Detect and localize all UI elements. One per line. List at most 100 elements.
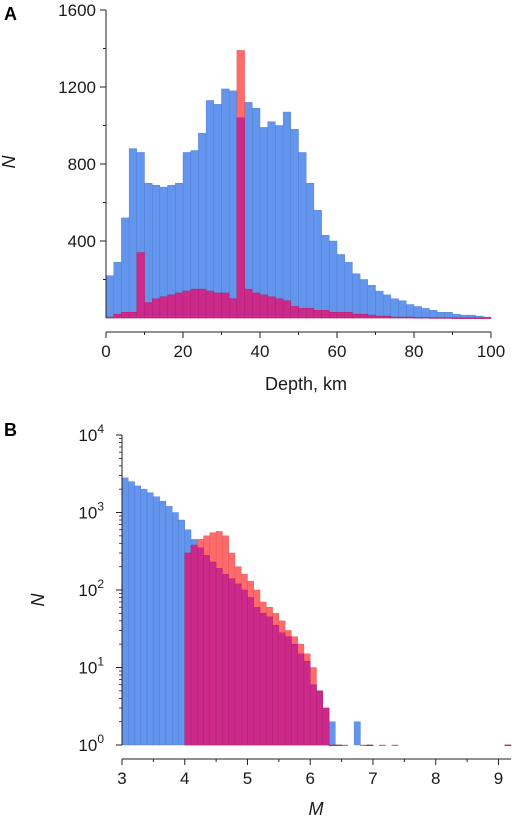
x-tick-label: 5: [243, 769, 252, 788]
bar-overlap: [504, 744, 512, 747]
bar-overlap: [316, 690, 323, 746]
panel-b-axes: 3 4 5 6 7 8 9 100 101 102 103 104: [78, 422, 511, 788]
bar-series-1: [436, 312, 446, 319]
bar-series-1: [259, 127, 268, 319]
bar-overlap: [398, 316, 407, 319]
bar-series-1: [344, 261, 353, 319]
bar-series-1: [313, 209, 322, 319]
bar-overlap: [190, 288, 199, 319]
bar-series-1: [282, 111, 292, 319]
bar-overlap: [190, 544, 198, 746]
bar-overlap: [467, 317, 476, 319]
bar-overlap: [236, 117, 245, 319]
bar-series-1: [146, 492, 154, 746]
bar-overlap: [184, 552, 192, 746]
bar-series-1: [213, 104, 222, 319]
y-tick-label: 104: [78, 422, 104, 445]
bar-overlap: [406, 316, 415, 319]
bar-series-2: [391, 744, 399, 747]
bar-series-1: [460, 314, 469, 319]
bar-series-1: [306, 183, 315, 319]
bar-overlap: [421, 317, 430, 319]
bar-series-1: [121, 477, 129, 746]
x-tick-label: 40: [251, 342, 270, 361]
panel-a-series-1-bars: [105, 88, 492, 319]
bar-overlap: [259, 613, 267, 746]
bar-overlap: [278, 632, 286, 746]
bar-series-1: [452, 313, 461, 319]
bar-series-1: [406, 304, 415, 319]
bar-series-1: [128, 148, 138, 319]
bar-series-1: [144, 183, 153, 319]
bar-series-2: [360, 744, 367, 747]
bar-overlap: [113, 313, 122, 319]
bar-series-1: [205, 100, 215, 319]
bar-overlap: [366, 744, 374, 747]
bar-series-1: [390, 298, 399, 319]
bar-overlap: [136, 252, 145, 319]
bar-series-1: [267, 121, 276, 319]
bar-overlap: [313, 310, 322, 319]
panel-a-axes: 0 20 40 60 80 100 400 800 1200 1600: [58, 1, 505, 361]
bar-overlap: [247, 597, 254, 746]
y-tick-label: 103: [78, 500, 104, 523]
bar-overlap: [290, 306, 299, 319]
bar-overlap: [436, 317, 446, 319]
bar-series-1: [128, 481, 135, 746]
y-tick-label: 101: [78, 655, 104, 678]
bar-series-1: [244, 102, 253, 319]
bar-overlap: [483, 317, 492, 319]
bar-series-1: [121, 217, 130, 319]
bar-overlap: [335, 744, 342, 747]
panel-a-xlabel: Depth, km: [265, 374, 347, 394]
panel-a-ylabel: N: [0, 155, 19, 169]
x-tick-label: 100: [477, 342, 505, 361]
bar-overlap: [272, 625, 280, 746]
bar-overlap: [228, 578, 236, 746]
bar-series-1: [359, 279, 369, 319]
bar-series-1: [375, 290, 384, 319]
bar-overlap: [367, 314, 376, 319]
bar-series-1: [153, 496, 160, 746]
x-tick-label: 0: [101, 342, 110, 361]
bar-overlap: [460, 317, 469, 319]
bar-series-1: [467, 314, 476, 319]
bar-overlap: [175, 292, 184, 319]
bar-overlap: [252, 292, 261, 319]
bar-series-1: [113, 261, 122, 319]
bar-series-1: [178, 519, 185, 746]
y-tick-label: 102: [78, 577, 104, 600]
bar-series-1: [140, 488, 148, 746]
x-tick-label: 8: [431, 769, 440, 788]
bar-overlap: [151, 298, 161, 319]
y-tick-label: 100: [78, 732, 104, 755]
bar-overlap: [244, 288, 253, 319]
bar-overlap: [284, 636, 292, 746]
bar-series-1: [352, 273, 361, 319]
bar-overlap: [291, 643, 298, 746]
bar-overlap: [266, 616, 273, 746]
bar-overlap: [205, 290, 215, 319]
bar-overlap: [352, 313, 361, 319]
bar-series-1: [421, 308, 430, 319]
bar-overlap: [121, 312, 130, 319]
bar-series-1: [165, 506, 173, 746]
bar-overlap: [167, 294, 176, 319]
bar-series-1: [105, 275, 114, 319]
bar-overlap: [336, 312, 345, 319]
bar-overlap: [321, 310, 330, 319]
panel-b-label: B: [4, 420, 17, 440]
x-tick-label: 4: [180, 769, 189, 788]
bar-series-1: [367, 285, 376, 319]
bar-series-1: [290, 129, 299, 319]
bar-series-1: [221, 88, 230, 319]
bar-overlap: [228, 298, 238, 319]
bar-series-1: [413, 306, 422, 319]
x-tick-label: 80: [405, 342, 424, 361]
bar-overlap: [429, 317, 438, 319]
panel-b: B 3 4 5 6 7 8 9 100 101 102 103 104 N M: [4, 420, 512, 819]
bar-overlap: [444, 317, 453, 319]
bar-series-1: [398, 300, 407, 319]
bar-overlap: [475, 317, 484, 319]
